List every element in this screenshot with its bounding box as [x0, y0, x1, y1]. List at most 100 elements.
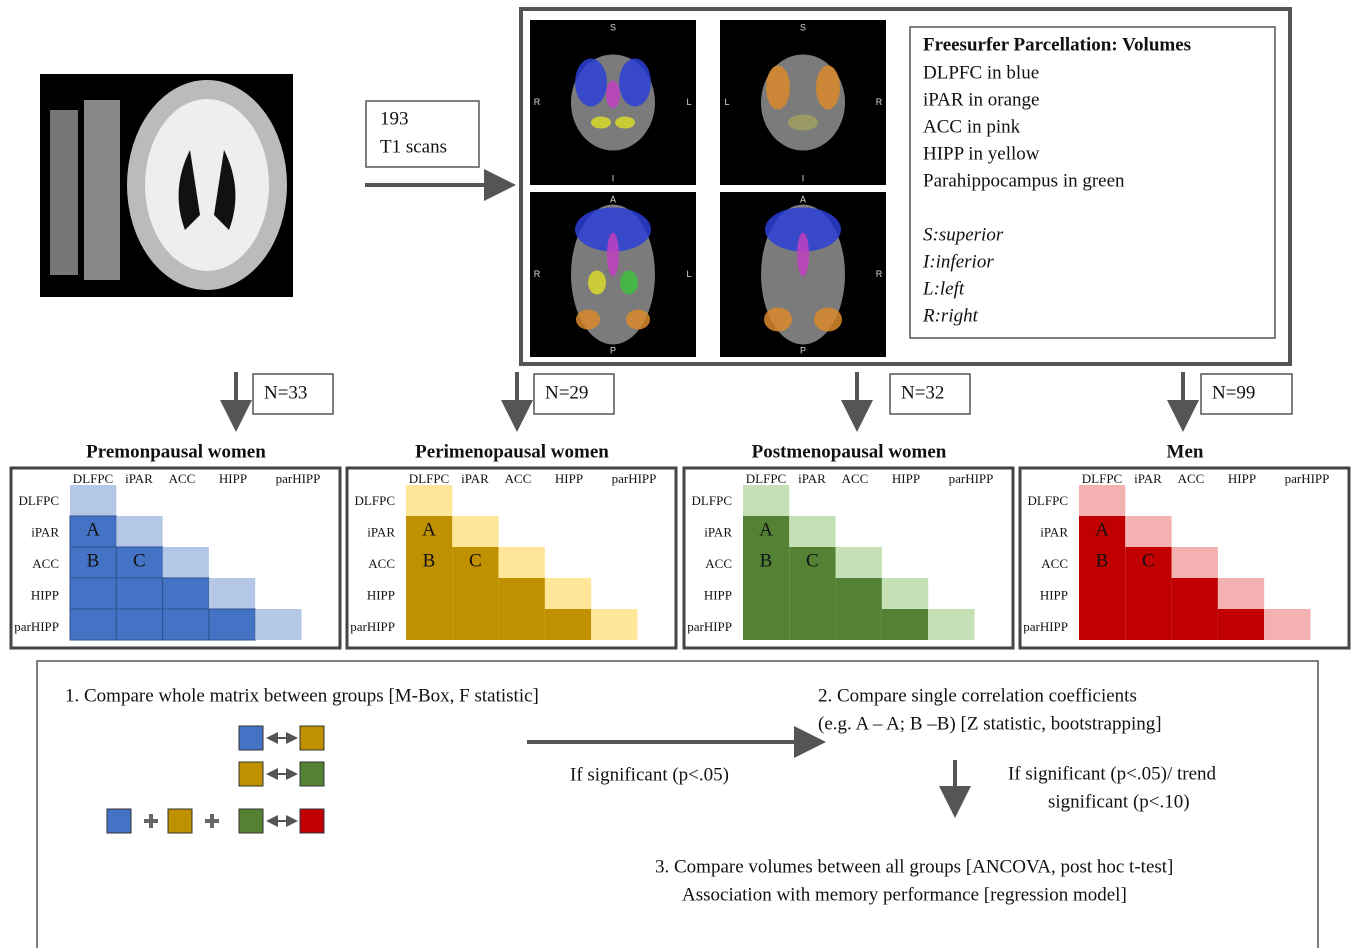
orientation-label: A — [800, 194, 806, 204]
column-label: iPAR — [125, 471, 153, 486]
row-label: HIPP — [1040, 587, 1068, 602]
cell-label: C — [806, 550, 819, 571]
condition: If significant (p<.05)/ trend — [1008, 763, 1217, 784]
scan-count: 193 — [380, 108, 409, 129]
sample-size: N=32 — [901, 382, 944, 403]
correlation-cell — [1218, 609, 1264, 640]
column-label: ACC — [1178, 471, 1205, 486]
sample-size: N=33 — [264, 382, 307, 403]
correlation-cell — [1172, 609, 1218, 640]
orientation-label: L — [686, 269, 691, 279]
orientation-label: R — [876, 269, 883, 279]
row-label: ACC — [368, 556, 395, 571]
correlation-cell — [209, 609, 255, 640]
abbreviation: S:superior — [923, 224, 1004, 245]
correlation-cell — [882, 609, 928, 640]
step-2: (e.g. A – A; B –B) [Z statistic, bootstr… — [818, 713, 1162, 734]
row-label: DLFPC — [19, 493, 59, 508]
brain-image — [40, 74, 293, 297]
correlation-cell — [70, 609, 116, 640]
region — [607, 233, 619, 277]
diagonal-cell — [70, 485, 116, 516]
step-3: Association with memory performance [reg… — [682, 884, 1127, 905]
region — [619, 59, 651, 107]
region — [615, 117, 635, 129]
group-square — [239, 726, 263, 750]
group-title: Perimenopausal women — [415, 441, 609, 462]
legend-item: HIPP in yellow — [923, 143, 1040, 164]
group-square — [300, 762, 324, 786]
diagonal-cell — [116, 516, 162, 547]
orientation-label: I — [612, 173, 615, 183]
diagonal-cell — [545, 578, 591, 609]
step-1: 1. Compare whole matrix between groups [… — [65, 685, 539, 706]
region — [620, 271, 638, 295]
group-square — [239, 762, 263, 786]
correlation-cell — [452, 578, 498, 609]
cell-label: B — [1096, 550, 1109, 571]
group-square — [107, 809, 131, 833]
diagonal-cell — [928, 609, 974, 640]
column-label: HIPP — [219, 471, 247, 486]
cell-label: A — [86, 519, 100, 540]
region — [606, 81, 620, 109]
region — [576, 310, 600, 330]
diagonal-cell — [1264, 609, 1310, 640]
row-label: iPAR — [367, 524, 395, 539]
group-title: Men — [1167, 441, 1204, 462]
row-label: HIPP — [31, 587, 59, 602]
region — [816, 66, 840, 110]
diagonal-cell — [789, 516, 835, 547]
region — [814, 308, 842, 332]
scan-label: T1 scans — [380, 136, 447, 157]
row-label: iPAR — [1040, 524, 1068, 539]
row-label: DLFPC — [355, 493, 395, 508]
correlation-cell — [406, 609, 452, 640]
correlation-cell — [163, 609, 209, 640]
diagonal-cell — [1079, 485, 1125, 516]
row-label: ACC — [1041, 556, 1068, 571]
group-square — [239, 809, 263, 833]
row-label: DLFPC — [692, 493, 732, 508]
sample-size: N=99 — [1212, 382, 1255, 403]
diagonal-cell — [255, 609, 301, 640]
column-label: HIPP — [1228, 471, 1256, 486]
column-label: iPAR — [461, 471, 489, 486]
orientation-label: I — [802, 173, 805, 183]
diagonal-cell — [499, 547, 545, 578]
legend-item: iPAR in orange — [923, 89, 1039, 110]
diagonal-cell — [591, 609, 637, 640]
column-label: ACC — [842, 471, 869, 486]
column-label: DLFPC — [746, 471, 786, 486]
row-label: ACC — [32, 556, 59, 571]
region — [575, 59, 607, 107]
cell-label: B — [87, 550, 100, 571]
region — [788, 115, 818, 131]
row-label: iPAR — [704, 524, 732, 539]
correlation-cell — [70, 578, 116, 609]
orientation-label: R — [534, 97, 541, 107]
correlation-cell — [406, 578, 452, 609]
sample-size: N=29 — [545, 382, 588, 403]
step-3: 3. Compare volumes between all groups [A… — [655, 856, 1173, 877]
correlation-cell — [789, 609, 835, 640]
diagonal-cell — [209, 578, 255, 609]
group-square — [300, 726, 324, 750]
region — [764, 308, 792, 332]
row-label: DLFPC — [1028, 493, 1068, 508]
cell-label: A — [422, 519, 436, 540]
orientation-label: R — [876, 97, 883, 107]
row-label: parHIPP — [687, 619, 732, 634]
orientation-label: R — [534, 269, 541, 279]
column-label: HIPP — [555, 471, 583, 486]
orientation-label: L — [724, 97, 729, 107]
region — [588, 271, 606, 295]
row-label: HIPP — [704, 587, 732, 602]
step-2: 2. Compare single correlation coefficien… — [818, 685, 1137, 706]
orientation-label: S — [610, 22, 616, 32]
correlation-cell — [789, 578, 835, 609]
region — [766, 66, 790, 110]
row-label: parHIPP — [1023, 619, 1068, 634]
diagonal-cell — [1125, 516, 1171, 547]
legend-title: Freesurfer Parcellation: Volumes — [923, 34, 1191, 55]
